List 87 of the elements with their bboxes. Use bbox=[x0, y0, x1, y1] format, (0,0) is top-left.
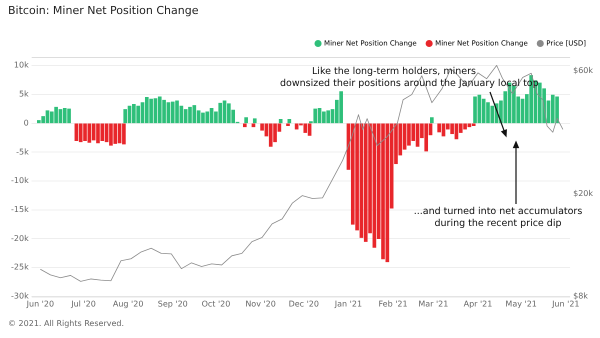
y-tick-label: 0 bbox=[24, 118, 29, 128]
bar bbox=[210, 108, 214, 124]
bar bbox=[268, 124, 273, 147]
bar bbox=[242, 124, 247, 128]
bar bbox=[123, 109, 128, 124]
bar bbox=[463, 124, 467, 130]
bar bbox=[184, 109, 188, 124]
x-tick-label: Jan '21 bbox=[334, 299, 362, 308]
bar bbox=[252, 124, 256, 128]
bar bbox=[339, 91, 343, 124]
y2-tick-label: $20k bbox=[573, 188, 594, 198]
bar bbox=[201, 112, 205, 124]
bar bbox=[381, 124, 385, 260]
bar bbox=[192, 105, 196, 124]
bar bbox=[407, 124, 411, 146]
annotation: ...and turned into net accumulators during the recent price dip bbox=[412, 206, 584, 230]
x-tick-label: Dec '20 bbox=[288, 299, 319, 308]
y-tick-label: -15k bbox=[10, 204, 30, 214]
bar bbox=[83, 124, 87, 141]
bar bbox=[326, 110, 330, 124]
bar bbox=[473, 96, 477, 124]
bar bbox=[144, 97, 149, 124]
y-tick-label: 10k bbox=[14, 60, 30, 70]
bar bbox=[486, 102, 490, 124]
bar bbox=[442, 124, 446, 136]
x-tick-label: Oct '20 bbox=[202, 299, 230, 308]
bar bbox=[78, 124, 83, 142]
x-tick-label: Jun '21 bbox=[551, 299, 580, 308]
y-tick-label: -20k bbox=[10, 234, 30, 243]
text: © 2021. All Rights Reserved. bbox=[8, 319, 124, 328]
bar bbox=[538, 82, 542, 124]
x-tick-label: Apr '21 bbox=[464, 299, 492, 308]
y-tick-label: -30k bbox=[10, 291, 30, 300]
bar bbox=[128, 106, 132, 124]
x-tick-label: Jul '20 bbox=[70, 299, 96, 308]
bar bbox=[424, 124, 428, 152]
bar bbox=[550, 94, 555, 124]
bar bbox=[430, 117, 434, 124]
bar bbox=[318, 108, 322, 124]
bar bbox=[62, 108, 67, 124]
x-tick-label: Feb '21 bbox=[378, 299, 408, 308]
bar bbox=[58, 109, 62, 124]
bar bbox=[416, 124, 420, 147]
x-tick-label: Aug '20 bbox=[112, 299, 144, 308]
y-tick-label: -5k bbox=[16, 147, 30, 156]
bar bbox=[154, 98, 158, 124]
y-tick-label: -25k bbox=[10, 262, 30, 272]
bar bbox=[96, 124, 100, 144]
bar bbox=[109, 124, 113, 146]
bar bbox=[273, 124, 277, 142]
bar bbox=[162, 100, 166, 124]
bar bbox=[67, 108, 71, 124]
bar bbox=[364, 124, 368, 242]
y-tick-label: 5k bbox=[18, 90, 30, 99]
bar bbox=[222, 100, 226, 124]
bar bbox=[118, 124, 122, 144]
bar bbox=[158, 96, 162, 124]
bar bbox=[287, 118, 292, 124]
bar bbox=[50, 111, 54, 124]
x-tick-label: Jun '20 bbox=[26, 299, 54, 308]
y2-tick-label: $60k bbox=[573, 66, 594, 76]
bar bbox=[244, 117, 248, 124]
bar bbox=[205, 111, 210, 124]
bar bbox=[313, 108, 318, 124]
bar bbox=[170, 102, 175, 124]
x-tick-label: May '21 bbox=[505, 299, 537, 308]
y2-tick-label: $8k bbox=[573, 291, 588, 300]
x-tick-label: Sep '20 bbox=[158, 299, 188, 308]
bar bbox=[278, 118, 283, 124]
chart-title: Bitcoin: Miner Net Position Change bbox=[8, 4, 198, 17]
bar bbox=[100, 124, 104, 141]
bar bbox=[454, 124, 458, 140]
bar bbox=[113, 124, 118, 144]
bar bbox=[74, 124, 78, 141]
bar bbox=[175, 100, 179, 124]
bar bbox=[490, 106, 494, 124]
y-tick-label: -10k bbox=[10, 176, 30, 186]
x-tick-label: Mar '21 bbox=[418, 299, 448, 308]
bar bbox=[46, 110, 50, 124]
bar bbox=[303, 124, 308, 133]
bar bbox=[37, 120, 41, 124]
bar bbox=[308, 124, 312, 136]
bar bbox=[218, 102, 222, 124]
x-tick-label: Nov '20 bbox=[245, 299, 276, 308]
bar bbox=[252, 118, 257, 124]
bar bbox=[188, 106, 192, 124]
bar bbox=[360, 124, 364, 238]
